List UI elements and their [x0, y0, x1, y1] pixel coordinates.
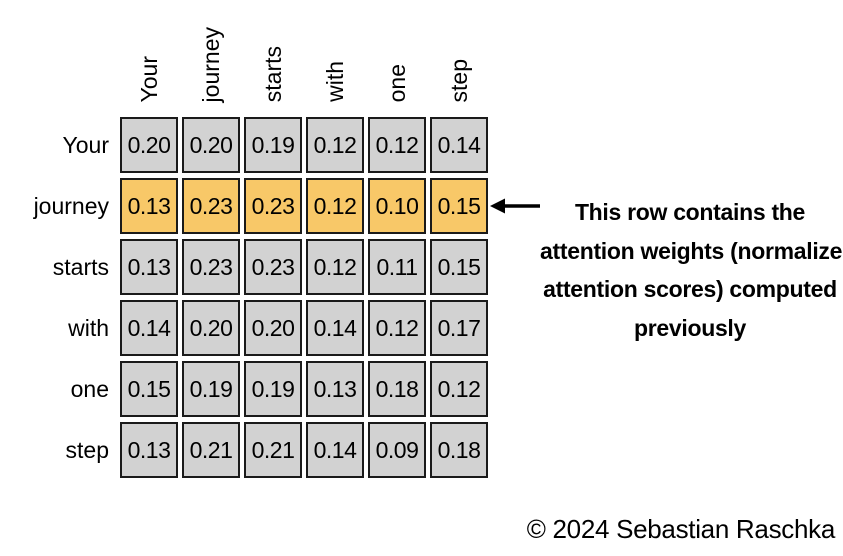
matrix-cell: 0.23	[244, 239, 302, 295]
col-header-label: starts	[259, 45, 286, 102]
matrix-cell: 0.14	[120, 300, 178, 356]
col-header-step: step	[430, 12, 488, 112]
matrix-cell: 0.18	[430, 422, 488, 478]
annotation-text: This row contains the attention weights …	[540, 193, 843, 347]
matrix-cell: 0.19	[244, 117, 302, 173]
matrix-cell: 0.12	[368, 300, 426, 356]
matrix-cell: 0.11	[368, 239, 426, 295]
matrix-cell-highlighted: 0.15	[430, 178, 488, 234]
matrix-cell: 0.20	[182, 300, 240, 356]
matrix-cell: 0.13	[120, 422, 178, 478]
matrix-cell-highlighted: 0.10	[368, 178, 426, 234]
matrix-cell: 0.12	[430, 361, 488, 417]
row-label-your: Your	[62, 131, 109, 158]
matrix-cell: 0.13	[306, 361, 364, 417]
col-header-label: Your	[135, 55, 162, 102]
annotation-line: attention weights (normalized	[540, 237, 843, 264]
col-header-label: journey	[197, 26, 224, 102]
copyright-text: © 2024 Sebastian Raschka	[526, 514, 836, 544]
row-label-with: with	[68, 314, 109, 341]
matrix-cell: 0.12	[306, 117, 364, 173]
matrix-cell-highlighted: 0.13	[120, 178, 178, 234]
row-label-step: step	[65, 436, 109, 463]
matrix-cell: 0.20	[120, 117, 178, 173]
matrix-cell-highlighted: 0.23	[244, 178, 302, 234]
matrix-cell: 0.19	[182, 361, 240, 417]
matrix-cell: 0.15	[430, 239, 488, 295]
matrix-cell: 0.14	[306, 422, 364, 478]
matrix-cell: 0.15	[120, 361, 178, 417]
matrix-cell: 0.23	[182, 239, 240, 295]
col-header-starts: starts	[244, 12, 302, 112]
left-arrow-icon	[490, 198, 540, 214]
matrix-cell: 0.09	[368, 422, 426, 478]
col-header-journey: journey	[182, 12, 240, 112]
matrix-cell: 0.19	[244, 361, 302, 417]
row-label-starts: starts	[52, 253, 109, 280]
matrix-cell: 0.17	[430, 300, 488, 356]
col-header-label: with	[321, 61, 348, 102]
col-header-with: with	[306, 12, 364, 112]
matrix-cell: 0.18	[368, 361, 426, 417]
matrix-cell: 0.14	[430, 117, 488, 173]
col-header-one: one	[368, 12, 426, 112]
matrix-cell: 0.21	[182, 422, 240, 478]
col-header-your: Your	[120, 12, 178, 112]
annotation-line: previously	[633, 314, 747, 341]
matrix-cell: 0.12	[306, 239, 364, 295]
annotation-line: attention scores) computed	[543, 276, 837, 302]
matrix-cell: 0.20	[244, 300, 302, 356]
matrix-cell: 0.14	[306, 300, 364, 356]
matrix-cell: 0.20	[182, 117, 240, 173]
matrix-cell: 0.12	[368, 117, 426, 173]
matrix-corner-spacer	[4, 12, 116, 112]
col-header-label: step	[445, 58, 472, 102]
row-label-journey: journey	[33, 192, 109, 219]
row-label-one: one	[70, 375, 109, 402]
matrix-cell: 0.13	[120, 239, 178, 295]
annotation-line: This row contains the	[574, 199, 806, 225]
col-header-label: one	[383, 63, 410, 102]
matrix-cell: 0.21	[244, 422, 302, 478]
matrix-cell-highlighted: 0.12	[306, 178, 364, 234]
matrix-cell-highlighted: 0.23	[182, 178, 240, 234]
attention-matrix: Your journey starts with one step Your 0…	[4, 12, 488, 478]
